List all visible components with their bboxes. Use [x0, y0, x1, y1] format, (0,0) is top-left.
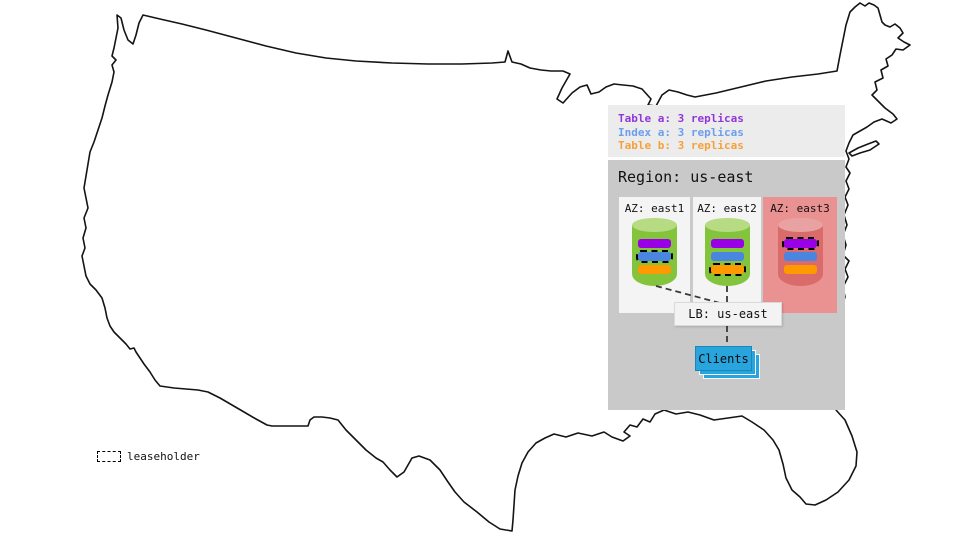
replica-index-a-leaseholder — [636, 250, 673, 263]
clients-box: Clients — [695, 346, 752, 371]
replica-table-b-leaseholder — [708, 263, 746, 276]
az-card-east3-highlighted: AZ: east3 — [763, 197, 837, 313]
leaseholder-key-label: leaseholder — [127, 450, 200, 463]
us-map-outline — [81, 2, 911, 532]
database-cylinder-east3 — [777, 218, 823, 286]
connector-lines — [655, 285, 728, 346]
replica-table-a — [710, 239, 744, 248]
az-east1-label: AZ: east1 — [624, 202, 685, 215]
az-card-east2: AZ: east2 — [693, 197, 761, 313]
connector-east1-to-lb — [655, 285, 721, 304]
az-east3-label: AZ: east3 — [770, 202, 830, 215]
replica-table-b — [783, 265, 817, 274]
replica-index-a — [710, 252, 744, 261]
clients-stack: Clients — [695, 346, 760, 379]
replica-table-b — [638, 265, 671, 274]
database-cylinder-east1 — [632, 218, 677, 286]
region-title: Region: us-east — [618, 168, 754, 186]
leaseholder-swatch-icon — [97, 451, 121, 462]
legend-table-a: Table a: 3 replicas — [618, 112, 744, 125]
legend-table-b: Table b: 3 replicas — [618, 139, 744, 152]
az-card-east1: AZ: east1 — [619, 197, 690, 313]
replica-table-a — [638, 239, 671, 248]
clients-label: Clients — [698, 351, 749, 366]
replica-index-a — [783, 252, 817, 261]
long-island-outline — [848, 140, 880, 157]
cylinder-top — [777, 218, 823, 232]
load-balancer-label: LB: us-east — [688, 307, 768, 321]
replica-legend: Table a: 3 replicas Index a: 3 replicas … — [608, 105, 845, 157]
legend-index-a: Index a: 3 replicas — [618, 125, 744, 139]
cylinder-top — [632, 218, 677, 232]
replica-table-a-leaseholder — [781, 237, 819, 250]
leaseholder-key: leaseholder — [97, 450, 200, 463]
az-east2-label: AZ: east2 — [697, 202, 757, 215]
load-balancer-box: LB: us-east — [674, 302, 782, 326]
database-cylinder-east2 — [704, 218, 750, 286]
region-panel: Region: us-east AZ: east1 AZ: east2 — [608, 160, 845, 410]
cylinder-top — [704, 218, 750, 232]
